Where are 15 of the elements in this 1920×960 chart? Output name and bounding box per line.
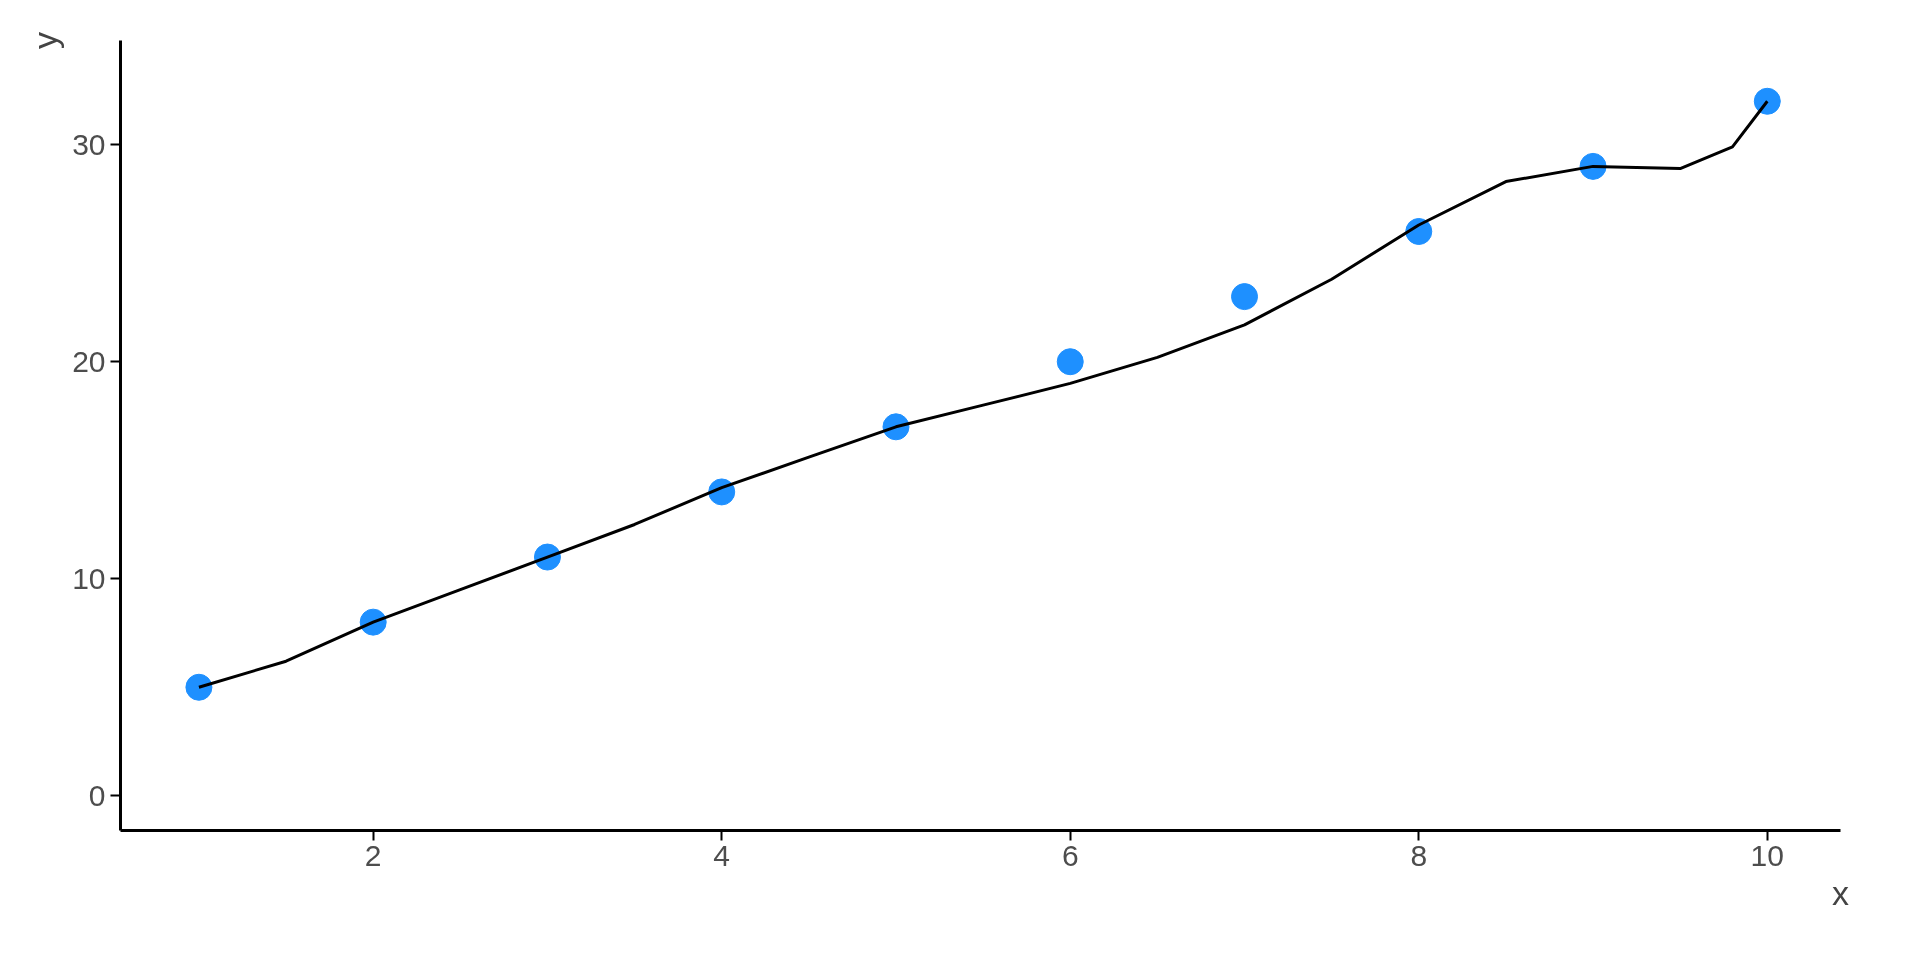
- x-tick-label: 8: [1410, 838, 1428, 872]
- y-tick-label: 20: [72, 344, 106, 378]
- x-tick-label: 6: [1061, 838, 1079, 872]
- y-tick-label: 0: [88, 778, 106, 812]
- point: [1753, 87, 1781, 115]
- x-tick-label: 4: [713, 838, 731, 872]
- x-axis-title: x: [1832, 873, 1849, 912]
- x-tick-label: 10: [1750, 838, 1784, 872]
- y-axis-title: y: [26, 32, 65, 49]
- y-tick-label: 10: [72, 561, 106, 595]
- point: [1231, 283, 1259, 311]
- x-tick-label: 2: [364, 838, 382, 872]
- point: [1056, 348, 1084, 376]
- point: [185, 673, 213, 701]
- y-tick-label: 30: [72, 127, 106, 161]
